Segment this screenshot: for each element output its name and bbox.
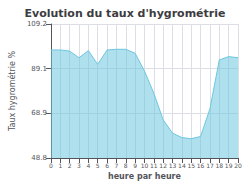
svg-text:48.8: 48.8	[31, 154, 47, 162]
svg-text:10: 10	[141, 162, 149, 169]
svg-text:89.1: 89.1	[31, 65, 47, 73]
svg-text:heure par heure: heure par heure	[108, 172, 182, 181]
svg-text:11: 11	[150, 162, 158, 169]
svg-text:109.2: 109.2	[27, 20, 47, 28]
svg-text:15: 15	[187, 162, 195, 169]
svg-text:14: 14	[178, 162, 186, 169]
svg-text:Evolution du taux d'hygrométri: Evolution du taux d'hygrométrie	[25, 7, 226, 20]
svg-text:3: 3	[77, 162, 81, 169]
svg-text:16: 16	[197, 162, 205, 169]
svg-text:6: 6	[105, 162, 109, 169]
svg-text:8: 8	[124, 162, 128, 169]
svg-text:7: 7	[114, 162, 118, 169]
svg-text:1: 1	[58, 162, 62, 169]
svg-text:5: 5	[96, 162, 100, 169]
svg-text:0: 0	[49, 162, 53, 169]
svg-text:18: 18	[215, 162, 223, 169]
svg-text:4: 4	[86, 162, 90, 169]
svg-text:Taux hygrométrie %: Taux hygrométrie %	[7, 51, 17, 133]
svg-text:2: 2	[68, 162, 72, 169]
svg-text:17: 17	[206, 162, 214, 169]
svg-text:68.9: 68.9	[31, 109, 47, 117]
svg-text:12: 12	[159, 162, 167, 169]
svg-text:19: 19	[225, 162, 233, 169]
svg-text:9: 9	[133, 162, 137, 169]
svg-text:20: 20	[234, 162, 242, 169]
svg-text:13: 13	[169, 162, 177, 169]
